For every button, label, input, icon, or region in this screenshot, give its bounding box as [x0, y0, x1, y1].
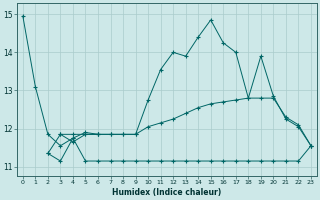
X-axis label: Humidex (Indice chaleur): Humidex (Indice chaleur) [112, 188, 221, 197]
